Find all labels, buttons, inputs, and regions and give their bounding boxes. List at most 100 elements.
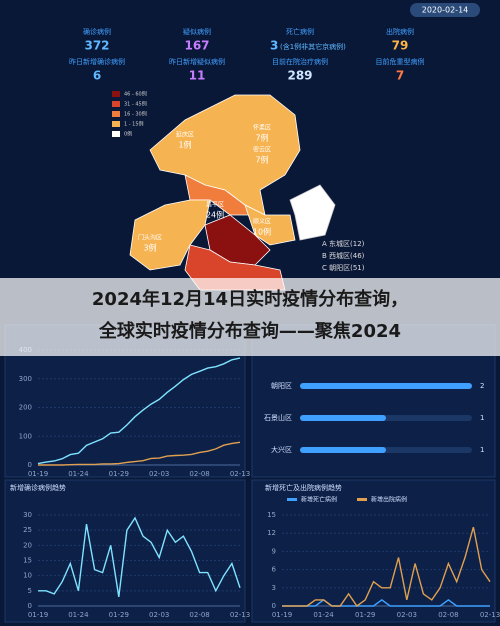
stat-label: 目前危重型病例 xyxy=(376,57,425,66)
x-tick-label: 02-03 xyxy=(149,470,169,478)
stat-value: 11 xyxy=(189,69,206,83)
bar xyxy=(300,447,386,453)
stat-value: 167 xyxy=(184,39,209,53)
x-tick-label: 02-13 xyxy=(230,611,250,619)
district-name: 密云区 xyxy=(253,146,271,154)
date-badge xyxy=(410,3,480,17)
x-tick-label: 01-29 xyxy=(109,611,129,619)
y-tick-label: 3 xyxy=(272,584,276,592)
bar-label: 石景山区 xyxy=(264,413,292,422)
x-tick-label: 02-13 xyxy=(230,470,250,478)
map-pinggu xyxy=(289,184,336,241)
y-tick-label: 10 xyxy=(23,572,32,580)
district-count: 3例 xyxy=(143,243,156,253)
x-tick-label: 02-08 xyxy=(189,611,209,619)
district-count: 1例 xyxy=(178,140,191,150)
legend-label: 新增出院病例 xyxy=(371,496,407,504)
district-count: 10例 xyxy=(253,227,271,237)
x-tick-label: 01-19 xyxy=(272,611,292,619)
line-series xyxy=(282,599,490,607)
x-tick-label: 02-13 xyxy=(480,611,500,619)
stat-label: 确诊病例 xyxy=(83,27,111,36)
stat-label: 昨日新增疑似病例 xyxy=(169,57,225,66)
district-name: 顺义区 xyxy=(253,219,271,226)
line-series xyxy=(38,516,241,598)
stat-label: 昨日新增确诊病例 xyxy=(69,57,125,66)
bar-value: 1 xyxy=(480,446,484,454)
bar-value: 2 xyxy=(480,382,484,390)
x-tick-label: 01-24 xyxy=(68,611,89,619)
stat-value: 289 xyxy=(287,69,312,83)
stat-value: 6 xyxy=(93,69,101,83)
y-tick-label: 0 xyxy=(272,602,276,610)
legend-swatch xyxy=(112,101,120,107)
x-tick-label: 01-29 xyxy=(355,611,375,619)
district-name: 门头沟区 xyxy=(138,234,162,242)
y-tick-label: 5 xyxy=(28,587,32,595)
y-tick-label: 25 xyxy=(23,526,32,534)
x-tick-label: 01-19 xyxy=(28,470,48,478)
chart-title: 新增死亡及出院病例趋势 xyxy=(265,483,342,492)
bar-label: 朝阳区 xyxy=(271,381,292,390)
district-name: 延庆区 xyxy=(176,131,194,139)
x-tick-label: 01-29 xyxy=(109,470,129,478)
y-tick-label: 6 xyxy=(272,566,277,574)
district-name: 怀柔区 xyxy=(253,124,271,132)
banner-line: 全球实时疫情分布查询——聚焦2024 xyxy=(98,320,401,342)
date: 2020-02-14 xyxy=(422,6,469,15)
legend-swatch xyxy=(112,111,120,117)
stat-label: 目前在院治疗病例 xyxy=(272,57,328,66)
y-tick-label: 200 xyxy=(19,404,32,412)
x-tick-label: 02-08 xyxy=(189,470,209,478)
legend-label: 16 - 30例 xyxy=(124,111,147,118)
stat-value: 372 xyxy=(84,39,109,53)
y-tick-label: 12 xyxy=(267,529,276,537)
line-series xyxy=(282,526,491,607)
y-tick-label: 0 xyxy=(28,602,32,610)
district-count: 7例 xyxy=(255,133,268,143)
legend-label: 新增死亡病例 xyxy=(301,496,337,504)
x-tick-label: 01-24 xyxy=(313,611,334,619)
banner-line: 2024年12月14日实时疫情分布查询， xyxy=(92,288,408,310)
district-name: 昌平区 xyxy=(206,202,224,209)
line-series xyxy=(38,441,241,466)
stat-label: 出院病例 xyxy=(386,27,414,36)
legend-label: 1 - 15例 xyxy=(124,121,144,128)
line-series xyxy=(37,357,241,465)
bar xyxy=(300,415,386,421)
y-tick-label: 20 xyxy=(23,541,32,549)
x-tick-label: 01-24 xyxy=(68,470,89,478)
y-tick-label: 0 xyxy=(28,461,32,469)
legend-label: 0例 xyxy=(124,131,132,138)
stat-value: 7 xyxy=(396,69,404,83)
legend-swatch xyxy=(112,121,120,127)
map-mentougou xyxy=(129,199,211,271)
bar xyxy=(300,383,472,389)
bar-value: 1 xyxy=(480,414,484,422)
x-tick-label: 01-19 xyxy=(28,611,48,619)
legend-label: 31 - 45例 xyxy=(124,101,147,108)
y-tick-label: 15 xyxy=(267,511,276,519)
legend-swatch xyxy=(112,91,120,97)
x-tick-label: 02-08 xyxy=(438,611,458,619)
map-list-item: A 东城区(12) xyxy=(322,239,365,248)
map-list-item: B 西城区(46) xyxy=(322,252,365,260)
stat-label: 死亡病例 xyxy=(286,27,314,36)
district-count: 24例 xyxy=(206,210,224,220)
district-count: 0例 xyxy=(305,218,318,228)
x-tick-label: 02-03 xyxy=(149,611,169,619)
y-tick-label: 300 xyxy=(19,375,32,383)
legend-label: 46 - 60例 xyxy=(124,91,147,98)
legend-swatch xyxy=(112,131,120,137)
banner xyxy=(0,278,500,356)
stat-label: 疑似病例 xyxy=(183,27,211,36)
y-tick-label: 9 xyxy=(272,547,276,555)
chart-title: 新增确诊病例趋势 xyxy=(10,483,66,492)
y-tick-label: 100 xyxy=(19,432,32,440)
stat-value: 79 xyxy=(392,39,409,53)
legend-swatch xyxy=(287,498,297,501)
x-tick-label: 02-03 xyxy=(397,611,417,619)
district-name: 平谷区 xyxy=(303,209,321,217)
y-tick-label: 30 xyxy=(23,511,32,519)
